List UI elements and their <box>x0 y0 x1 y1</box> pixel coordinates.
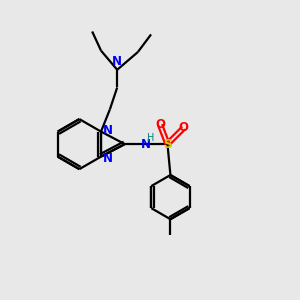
Text: N: N <box>103 152 113 165</box>
Text: H: H <box>147 133 154 142</box>
Text: N: N <box>103 124 113 136</box>
Text: N: N <box>112 55 122 68</box>
Text: S: S <box>163 138 172 151</box>
Text: N: N <box>140 138 150 151</box>
Text: O: O <box>155 118 165 131</box>
Text: O: O <box>179 122 189 134</box>
